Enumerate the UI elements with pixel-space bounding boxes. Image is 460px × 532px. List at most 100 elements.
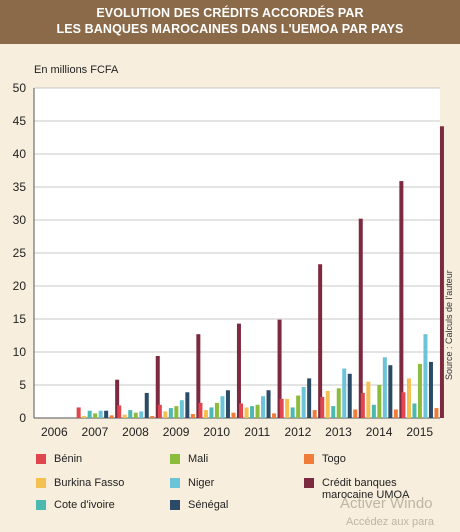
bar-s-n-gal-2011 <box>266 390 271 418</box>
legend-label: Crédit banques marocaine UMOA <box>322 477 410 501</box>
bar-cr-dit-banques-marocaine-umoa-2010 <box>236 323 241 418</box>
x-tick-label: 2014 <box>366 425 393 439</box>
windows-activation-watermark: Activer Windo Accédez aux para <box>340 494 434 532</box>
bar-burkina-fasso-2013 <box>325 390 330 418</box>
x-tick-label: 2008 <box>122 425 149 439</box>
legend-swatch <box>304 454 314 464</box>
bar-b-nin-2009 <box>157 404 162 418</box>
bar-cr-dit-banques-marocaine-umoa-2012 <box>318 264 323 418</box>
bar-cr-dit-banques-marocaine-umoa-2007 <box>115 379 120 418</box>
legend-swatch <box>304 478 314 488</box>
bar-togo-2009 <box>190 414 195 418</box>
bar-s-n-gal-2015 <box>428 361 433 418</box>
bar-togo-2014 <box>393 409 398 418</box>
bar-b-nin-2012 <box>279 398 284 418</box>
bar-cr-dit-banques-marocaine-umoa-2015 <box>439 126 444 418</box>
legend-swatch <box>170 478 180 488</box>
bar-mali-2010 <box>214 402 219 418</box>
bar-togo-2008 <box>150 416 155 418</box>
bar-mali-2008 <box>133 412 138 418</box>
x-tick-label: 2010 <box>203 425 230 439</box>
y-tick-label: 20 <box>13 279 27 293</box>
bar-s-n-gal-2014 <box>388 365 393 418</box>
y-tick-label: 50 <box>13 81 27 95</box>
watermark-line-1: Activer Windo <box>340 495 433 512</box>
bar-niger-2012 <box>301 386 306 418</box>
bar-cote-d-ivoire-2010 <box>209 407 214 418</box>
bar-b-nin-2013 <box>320 396 325 418</box>
bar-togo-2010 <box>231 412 236 418</box>
x-tick-label: 2011 <box>244 425 270 439</box>
bar-s-n-gal-2010 <box>225 390 230 418</box>
bar-cote-d-ivoire-2009 <box>168 408 173 418</box>
bar-b-nin-2007 <box>76 407 81 418</box>
bar-burkina-fasso-2008 <box>122 414 127 418</box>
bar-s-n-gal-2012 <box>307 378 312 418</box>
bar-cr-dit-banques-marocaine-umoa-2009 <box>196 334 201 418</box>
bar-cr-dit-banques-marocaine-umoa-2014 <box>399 181 404 418</box>
y-tick-label: 10 <box>13 345 27 359</box>
y-tick-label: 40 <box>13 147 27 161</box>
bar-mali-2007 <box>93 413 98 418</box>
bar-b-nin-2014 <box>360 392 365 418</box>
legend-label: Niger <box>188 477 215 489</box>
y-tick-label: 45 <box>13 114 27 128</box>
y-tick-label: 25 <box>13 246 27 260</box>
bar-mali-2015 <box>417 363 422 418</box>
bar-burkina-fasso-2010 <box>203 410 208 418</box>
bar-cote-d-ivoire-2007 <box>87 410 92 418</box>
bar-niger-2010 <box>220 396 225 418</box>
bar-burkina-fasso-2012 <box>285 398 290 418</box>
y-tick-label: 15 <box>13 312 27 326</box>
x-tick-label: 2009 <box>163 425 190 439</box>
bar-niger-2008 <box>139 411 144 418</box>
bar-s-n-gal-2008 <box>144 392 149 418</box>
legend-label: Mali <box>188 453 209 465</box>
bar-mali-2013 <box>336 388 341 418</box>
bar-b-nin-2010 <box>198 402 203 418</box>
bar-cote-d-ivoire-2014 <box>371 404 376 418</box>
bar-togo-2011 <box>272 413 277 418</box>
legend-swatch <box>36 454 46 464</box>
chart-title: EVOLUTION DES CRÉDITS ACCORDÉS PAR LES B… <box>0 0 460 44</box>
legend-label: Burkina Fasso <box>54 477 125 489</box>
watermark-line-2: Accédez aux para <box>346 516 435 528</box>
bar-burkina-fasso-2015 <box>406 378 411 418</box>
y-tick-label: 35 <box>13 180 27 194</box>
legend-swatch <box>170 500 180 510</box>
bar-niger-2013 <box>342 368 347 418</box>
y-tick-label: 0 <box>19 411 26 425</box>
bar-b-nin-2015 <box>401 392 406 418</box>
bar-niger-2014 <box>382 357 387 418</box>
chart-title-line-1: EVOLUTION DES CRÉDITS ACCORDÉS PAR <box>96 6 364 20</box>
bar-chart-plot: 0 5 10 15 20 25 30 35 40 45 50 2006 2007 2008 2009 2010… <box>13 81 444 439</box>
bar-togo-2007 <box>109 415 114 418</box>
chart-legend: Bénin Mali Togo Burkina Fasso Niger Crédit ba… <box>36 453 446 523</box>
x-tick-label: 2013 <box>325 425 352 439</box>
x-tick-label: 2007 <box>82 425 109 439</box>
bar-burkina-fasso-2009 <box>163 411 168 418</box>
bar-cr-dit-banques-marocaine-umoa-2011 <box>277 319 282 418</box>
bar-b-nin-2008 <box>117 405 122 418</box>
bar-cote-d-ivoire-2011 <box>250 406 255 418</box>
bar-niger-2015 <box>423 334 428 418</box>
bar-burkina-fasso-2007 <box>82 416 87 418</box>
bar-cote-d-ivoire-2008 <box>128 410 133 418</box>
chart-title-line-2: LES BANQUES MAROCAINES DANS L'UEMOA PAR … <box>56 22 404 36</box>
bar-cote-d-ivoire-2013 <box>331 406 336 418</box>
legend-label: Cote d'ivoire <box>54 499 115 511</box>
legend-swatch <box>36 500 46 510</box>
bar-mali-2014 <box>377 385 382 418</box>
x-tick-label: 2015 <box>406 425 433 439</box>
legend-label: Bénin <box>54 453 83 465</box>
bar-s-n-gal-2007 <box>104 410 109 418</box>
legend-swatch <box>170 454 180 464</box>
bar-cote-d-ivoire-2015 <box>412 403 417 418</box>
legend-label: Togo <box>322 453 346 465</box>
bar-mali-2012 <box>296 395 301 418</box>
x-tick-label: 2012 <box>285 425 312 439</box>
bar-s-n-gal-2009 <box>185 392 190 418</box>
bar-cr-dit-banques-marocaine-umoa-2013 <box>358 218 363 418</box>
bar-niger-2007 <box>98 410 103 418</box>
